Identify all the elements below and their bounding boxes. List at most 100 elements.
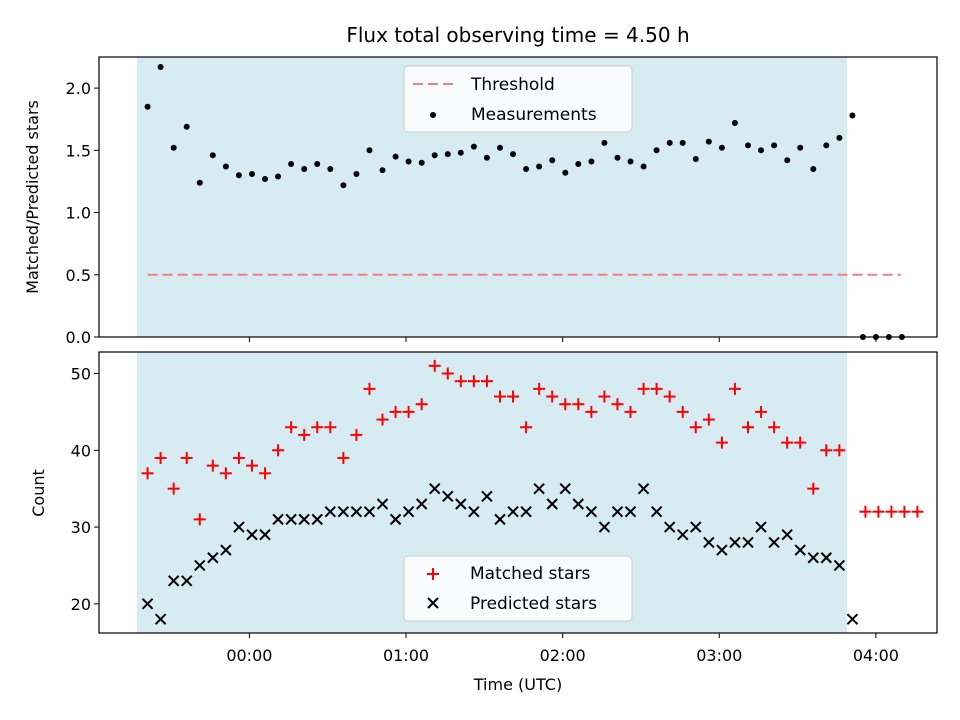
- time-x-tick-label: 02:00: [540, 646, 586, 665]
- measurement-point: [575, 161, 582, 167]
- time-axis-label: Time (UTC): [473, 675, 562, 694]
- predicted-point: [402, 505, 415, 518]
- predicted-point: [703, 536, 715, 549]
- matched-point: [598, 390, 611, 403]
- predicted-point-b: [846, 613, 859, 625]
- measurement-point: [797, 144, 804, 151]
- matched-point: [337, 451, 350, 464]
- predicted-point: [533, 482, 545, 495]
- measurement-point: [144, 103, 151, 110]
- predicted-point-b: [690, 521, 702, 533]
- predicted-point-b: [585, 505, 598, 518]
- measurement-point: [483, 154, 490, 161]
- predicted-point: [507, 505, 519, 518]
- matched-point: [520, 421, 533, 434]
- matched-point: [728, 382, 741, 395]
- matched-point: [715, 436, 728, 449]
- matched-legend-swatch: [427, 568, 439, 580]
- matched-point: [702, 413, 715, 426]
- matched-point: [624, 405, 637, 418]
- predicted-point: [755, 521, 767, 533]
- predicted-point: [429, 482, 441, 495]
- matched-point: [572, 398, 585, 411]
- measurement-point: [392, 153, 399, 160]
- measurements-legend-swatch: [430, 112, 436, 118]
- predicted-point: [246, 529, 258, 541]
- matched-point: [493, 390, 506, 403]
- measurement-point: [170, 144, 177, 151]
- predicted-point-b: [402, 505, 415, 518]
- predicted-point: [167, 575, 180, 587]
- matched-point: [272, 444, 285, 457]
- measurement-point: [718, 144, 725, 151]
- measurements-legend-label: Measurements: [471, 105, 597, 125]
- predicted-point-b: [494, 513, 506, 526]
- predicted-point: [207, 552, 219, 564]
- measurement-point: [327, 166, 334, 172]
- predicted-point-b: [154, 613, 167, 625]
- matched-point: [232, 451, 245, 464]
- matched-point: [154, 451, 167, 464]
- measurement-point: [653, 147, 660, 154]
- predicted-point: [716, 544, 728, 556]
- matched-point: [807, 482, 820, 495]
- predicted-point: [663, 521, 676, 533]
- matched-point: [872, 505, 885, 518]
- predicted-point-b: [468, 505, 480, 518]
- measurement-point: [235, 172, 242, 179]
- measurement-point: [209, 152, 216, 159]
- predicted-point-b: [207, 552, 219, 564]
- matched-legend-label: Matched stars: [470, 564, 590, 584]
- matched-point: [376, 413, 389, 426]
- ratio-y-tick-label: 0.5: [66, 266, 91, 285]
- measurement-point: [679, 139, 686, 146]
- predicted-point: [363, 505, 376, 518]
- predicted-point: [833, 559, 846, 572]
- matched-point: [833, 444, 846, 457]
- ratio-y-tick-label: 2.0: [66, 79, 91, 98]
- predicted-point-b: [781, 529, 793, 541]
- predicted-point-b: [833, 559, 846, 572]
- predicted-point: [611, 505, 624, 518]
- predicted-point-b: [755, 521, 767, 533]
- measurement-point: [431, 152, 438, 159]
- predicted-point-b: [181, 575, 193, 587]
- predicted-point: [677, 529, 689, 541]
- predicted-point-b: [716, 544, 728, 556]
- measurement-point: [353, 171, 360, 177]
- matched-point: [402, 405, 415, 418]
- count-panel: 20 30 40 50 00:00 01:00 02:00 03:00 04:00 Count…: [29, 351, 938, 694]
- predicted-point-b: [572, 498, 585, 510]
- measurement-point: [157, 64, 164, 70]
- count-panel-frame: [98, 351, 938, 634]
- count-y-tick-label: 40: [71, 441, 91, 460]
- predicted-point: [494, 513, 506, 526]
- measurement-point: [288, 161, 295, 167]
- matched-point: [428, 359, 441, 372]
- predicted-point: [768, 536, 780, 549]
- predicted-point: [690, 521, 702, 533]
- predicted-point: [141, 598, 154, 610]
- matched-point: [637, 382, 650, 395]
- predicted-point: [546, 498, 558, 510]
- matched-point: [454, 375, 467, 388]
- predicted-point: [807, 552, 819, 564]
- count-y-tick-label: 20: [71, 595, 91, 614]
- measurement-point: [627, 158, 634, 165]
- measurement-point: [510, 151, 516, 158]
- matched-point: [781, 436, 794, 449]
- predicted-point: [742, 536, 754, 549]
- predicted-point-b: [546, 498, 558, 510]
- matched-point: [389, 405, 402, 418]
- predicted-point: [520, 505, 532, 518]
- predicted-point-b: [677, 529, 689, 541]
- measurement-point: [536, 163, 543, 170]
- matched-point: [585, 405, 598, 418]
- measurement-point: [614, 154, 621, 161]
- predicted-point: [415, 498, 428, 510]
- matched-point: [650, 382, 663, 395]
- predicted-point: [598, 521, 611, 533]
- predicted-point-b: [324, 505, 337, 518]
- measurement-point: [692, 156, 699, 162]
